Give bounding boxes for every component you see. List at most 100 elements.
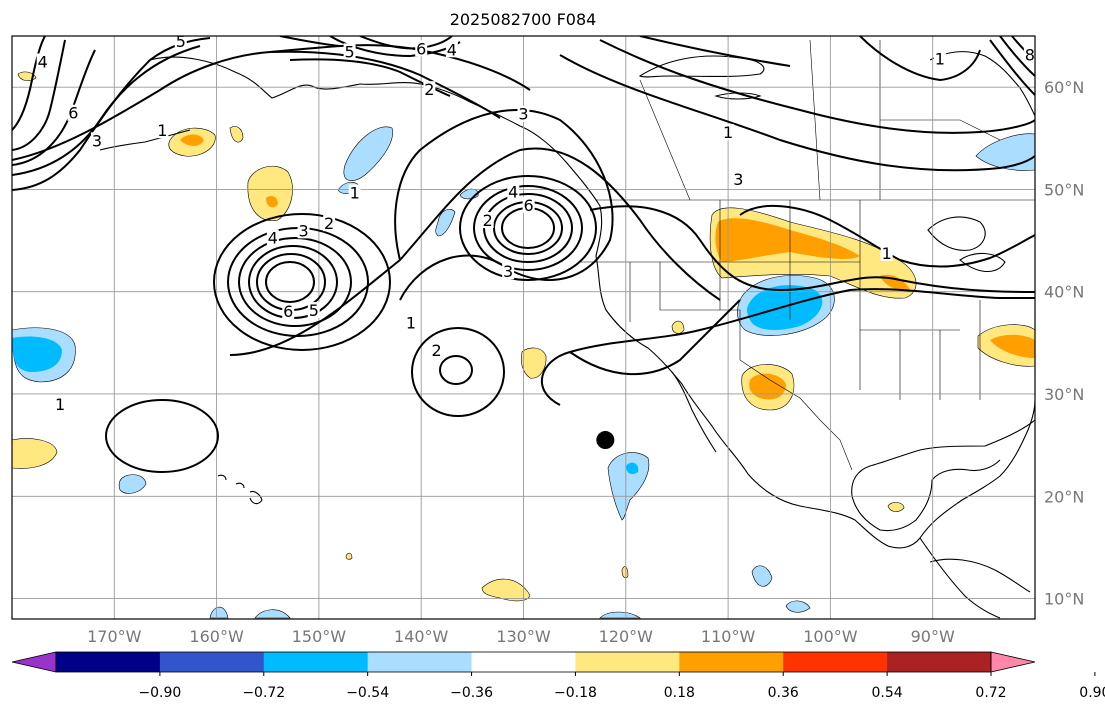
longitude-tick-label: 100°W [803,627,858,646]
positive-anomaly-region [520,347,547,379]
contour-label-background [343,43,356,60]
negative-anomaly-region [975,133,1035,171]
colorbar-segment [263,652,369,672]
contour-label-background [156,122,169,139]
contour-label: 6 [416,39,426,58]
positive-anomaly-core [990,334,1035,358]
gulf-of-mexico-coast [851,419,1035,532]
contour-label-background [880,244,893,261]
contour-label: 5 [176,32,186,51]
height-contours [12,36,1035,473]
contour-label: 3 [92,131,102,150]
colorbar-segment [575,652,680,672]
negative-anomaly-core [626,462,639,474]
negative-anomaly-region [435,209,456,237]
contour-line [279,36,341,47]
contour-label: 4 [38,53,48,72]
contour-line [540,288,1035,406]
contour-label-background [323,215,336,232]
gridlines [12,36,1035,619]
negative-anomaly-region [343,126,393,182]
great-lakes [959,252,1006,273]
contour-label-background [348,184,361,201]
contour-label-background [266,229,279,246]
colorbar-segment [783,652,888,672]
colorbar-tick-label: 0.72 [975,685,1006,701]
contour-label-background [67,104,80,121]
contour-line [394,109,614,301]
positive-anomaly-region [671,320,685,334]
storm-position-marker [596,431,615,450]
contour-line [859,36,981,82]
longitude-tick-label: 110°W [701,627,756,646]
contour-line [12,39,66,151]
map-title: 2025082700 F084 [450,10,597,29]
contour-label: 6 [68,104,78,123]
contour-line [473,185,583,271]
contour-label-background [54,396,67,413]
contour-label-background [36,53,49,70]
contour-label-background [90,132,103,149]
contour-line [569,299,741,376]
latitude-tick-label: 20°N [1044,487,1084,506]
positive-anomaly-region [887,502,905,512]
contour-label-background [430,342,443,359]
contour-label: 5 [309,301,319,320]
contour-label-background [174,36,187,50]
arctic-coast [638,55,765,78]
contour-label-background [502,263,515,280]
contour-label: 1 [882,244,892,263]
contour-line [411,327,505,417]
contour-label: 6 [524,196,534,215]
positive-anomaly-core [266,196,278,208]
negative-anomaly-region [785,600,811,613]
cuba-coast [929,558,1031,593]
latitude-tick-label: 30°N [1044,385,1084,404]
great-lakes [927,216,986,251]
contour-line [229,147,721,356]
contour-label-background [732,171,745,188]
negative-anomaly-region [751,565,773,587]
contour-line [269,50,501,119]
contour-label: 1 [935,50,945,69]
colorbar-tick-label: 0.90 [1079,685,1105,701]
longitude-tick-labels: 170°W 160°W 150°W 140°W 130°W 120°W 110°W 100°W… [87,627,955,646]
contour-label: 2 [431,341,441,360]
longitude-tick-label: 170°W [87,627,142,646]
contour-line [459,175,597,281]
contour-label-background [445,41,458,58]
negative-anomaly-region [209,606,229,619]
contour-label-background [1023,46,1035,63]
contour-line [739,204,1035,268]
longitude-tick-label: 120°W [599,627,654,646]
contour-line [265,261,315,303]
hudson-bay-coast [929,51,1035,117]
colorbar: −0.90 −0.72 −0.54 −0.36 −0.18 0.18 0.36 0.54 0.7… [11,651,1105,701]
longitude-tick-label: 150°W [292,627,347,646]
contour-line [12,36,46,131]
contour-line [439,355,473,385]
contour-label-background [307,302,320,319]
contour-label: 2 [324,214,334,233]
contour-line [639,36,791,67]
contour-label: 3 [518,105,528,124]
contour-label: 1 [406,313,416,332]
latitude-tick-label: 50°N [1044,180,1084,199]
colorbar-segment [471,652,576,672]
colorbar-segment [887,652,992,672]
contour-label: 2 [483,211,493,230]
contour-label-background [404,314,417,331]
colorbar-tick-label: 0.18 [664,685,695,701]
contour-label: 3 [298,221,308,240]
negative-anomaly-region [229,126,244,143]
positive-anomaly-core [180,134,204,146]
contour-label: 2 [424,80,434,99]
positive-anomaly-region [247,165,293,222]
latitude-tick-label: 10°N [1044,590,1084,609]
negative-anomaly-region [607,452,650,521]
longitude-tick-label: 160°W [189,627,244,646]
positive-anomaly-core [715,218,860,262]
colorbar-segment [367,652,473,672]
